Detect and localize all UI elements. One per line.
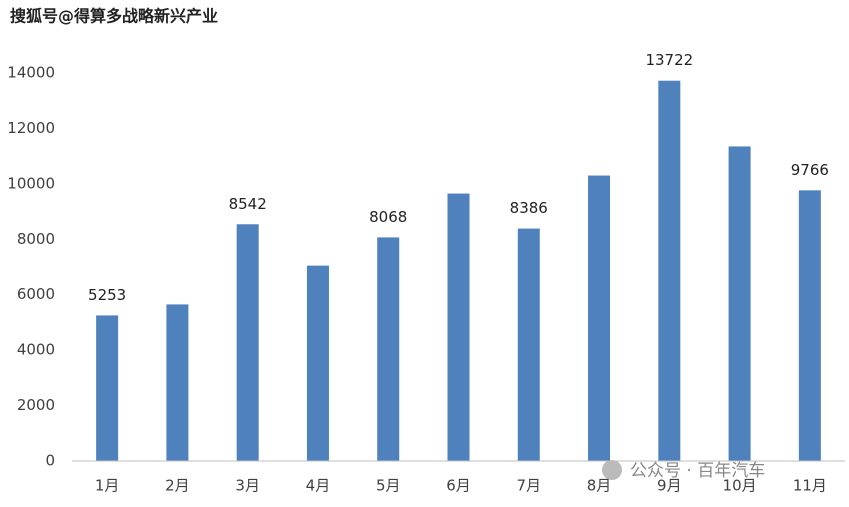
x-tick-label: 8月 xyxy=(587,477,612,495)
data-label: 8068 xyxy=(369,208,407,226)
watermark: 搜狐号@得算多战略新兴产业 xyxy=(10,7,218,26)
bar xyxy=(588,175,611,462)
y-tick-label: 6000 xyxy=(17,285,55,303)
bar xyxy=(96,315,119,461)
y-tick-label: 2000 xyxy=(17,396,55,414)
bar xyxy=(377,237,400,461)
bar xyxy=(306,265,329,461)
x-tick-label: 7月 xyxy=(516,477,541,495)
watermark: 公众号 · 百年汽车 xyxy=(630,461,765,481)
y-tick-label: 0 xyxy=(45,452,55,470)
x-tick-label: 5月 xyxy=(376,477,401,495)
data-label: 8386 xyxy=(510,199,548,217)
bar xyxy=(658,80,681,461)
data-label: 8542 xyxy=(229,195,267,213)
data-label: 9766 xyxy=(791,161,829,179)
y-tick-label: 10000 xyxy=(7,174,55,192)
x-tick-label: 4月 xyxy=(306,477,331,495)
y-tick-label: 12000 xyxy=(7,119,55,137)
bar xyxy=(728,146,751,461)
data-label: 5253 xyxy=(88,286,126,304)
x-tick-label: 10月 xyxy=(723,477,757,495)
x-tick-label: 9月 xyxy=(657,477,682,495)
x-tick-label: 11月 xyxy=(793,477,827,495)
bar xyxy=(236,224,259,461)
data-label: 13722 xyxy=(645,51,693,69)
wechat-icon xyxy=(602,460,622,480)
bar xyxy=(447,193,470,462)
x-tick-label: 1月 xyxy=(95,477,120,495)
x-tick-label: 2月 xyxy=(165,477,190,495)
y-tick-label: 14000 xyxy=(7,64,55,82)
bar xyxy=(517,228,540,461)
bar xyxy=(166,304,189,461)
x-tick-label: 6月 xyxy=(446,477,471,495)
bar xyxy=(798,190,821,461)
y-tick-label: 4000 xyxy=(17,341,55,359)
x-tick-label: 3月 xyxy=(235,477,260,495)
y-tick-label: 8000 xyxy=(17,230,55,248)
